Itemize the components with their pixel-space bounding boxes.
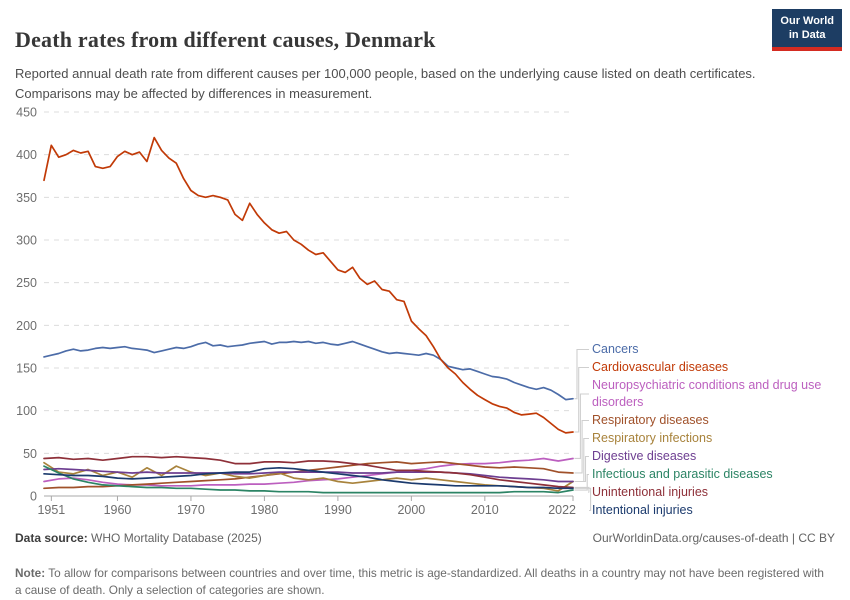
legend-connector-cardiovascular-diseases (574, 366, 589, 433)
y-tick-label-450: 450 (16, 106, 37, 120)
y-tick-label-400: 400 (16, 148, 37, 162)
y-tick-label-250: 250 (16, 276, 37, 290)
attribution-divider: | (788, 531, 799, 545)
x-tick-label-1990: 1990 (324, 503, 352, 517)
y-tick-label-200: 200 (16, 319, 37, 333)
attribution-url[interactable]: OurWorldinData.org/causes-of-death (592, 531, 789, 545)
series-line-cardiovascular-diseases[interactable] (43, 136, 574, 434)
y-tick-label-300: 300 (16, 234, 37, 248)
x-tick-label-1960: 1960 (104, 503, 132, 517)
owid-logo-line1: Our World (780, 15, 834, 27)
y-tick-label-150: 150 (16, 362, 37, 376)
y-tick-label-100: 100 (16, 404, 37, 418)
legend-item-unintentional-injuries[interactable]: Unintentional injuries (592, 485, 709, 499)
data-source: Data source: WHO Mortality Database (202… (15, 531, 262, 545)
note-text: To allow for comparisons between countri… (15, 565, 824, 598)
series-line-infectious-and-parasitic-diseases[interactable] (43, 465, 574, 494)
legend-item-respiratory-infections[interactable]: Respiratory infections (592, 431, 713, 445)
page-title: Death rates from different causes, Denma… (15, 26, 436, 52)
attribution: OurWorldinData.org/causes-of-death | CC … (593, 531, 835, 545)
chart-legend: Cancers Cardiovascular diseases Neuropsych… (592, 341, 848, 520)
legend-connector-unintentional-injuries (574, 486, 590, 494)
data-source-value[interactable]: WHO Mortality Database (2025) (91, 531, 262, 545)
data-source-label: Data source: (15, 531, 88, 545)
owid-logo[interactable]: Our World in Data (772, 9, 842, 51)
legend-item-respiratory-diseases[interactable]: Respiratory diseases (592, 413, 709, 427)
legend-item-digestive-diseases[interactable]: Digestive diseases (592, 449, 697, 463)
series-line-respiratory-infections[interactable] (43, 461, 574, 492)
x-tick-label-1970: 1970 (177, 503, 205, 517)
legend-connector-neuropsychiatric-conditions-and-drug-use-disorders (574, 393, 589, 460)
owid-logo-line2: in Data (788, 29, 826, 42)
x-tick-label-1951: 1951 (37, 503, 65, 517)
legend-connector-infectious-and-parasitic-diseases (574, 473, 589, 491)
legend-connector-respiratory-diseases (574, 419, 589, 474)
legend-connector-digestive-diseases (574, 455, 589, 483)
legend-item-neuropsychiatric-conditions-and-drug-use-disorders[interactable]: Neuropsychiatric conditions and drug use… (592, 378, 822, 409)
y-tick-label-350: 350 (16, 191, 37, 205)
legend-item-intentional-injuries[interactable]: Intentional injuries (592, 503, 693, 517)
x-tick-label-2010: 2010 (471, 503, 499, 517)
series-line-intentional-injuries[interactable] (43, 466, 574, 490)
legend-item-infectious-and-parasitic-diseases[interactable]: Infectious and parasitic diseases (592, 467, 773, 481)
legend-connector-intentional-injuries (574, 487, 592, 512)
note-label: Note: (15, 565, 46, 580)
chart-subtitle: Reported annual death rate from differen… (15, 66, 756, 101)
x-tick-label-2022: 2022 (548, 503, 576, 517)
series-line-unintentional-injuries[interactable] (43, 455, 574, 489)
chart-note: Note: To allow for comparisons between c… (15, 565, 833, 600)
y-tick-label-0: 0 (30, 490, 37, 504)
chart-footer: Data source: WHO Mortality Database (202… (15, 531, 835, 545)
legend-item-cancers[interactable]: Cancers (592, 342, 639, 356)
license-link[interactable]: CC BY (798, 531, 835, 545)
series-line-cancers[interactable] (43, 340, 574, 401)
series-line-digestive-diseases[interactable] (43, 467, 574, 483)
legend-connector-cancers (574, 348, 589, 400)
x-tick-label-1980: 1980 (251, 503, 279, 517)
legend-item-cardiovascular-diseases[interactable]: Cardiovascular diseases (592, 360, 729, 374)
x-tick-label-2000: 2000 (397, 503, 425, 517)
y-tick-label-50: 50 (23, 447, 37, 461)
